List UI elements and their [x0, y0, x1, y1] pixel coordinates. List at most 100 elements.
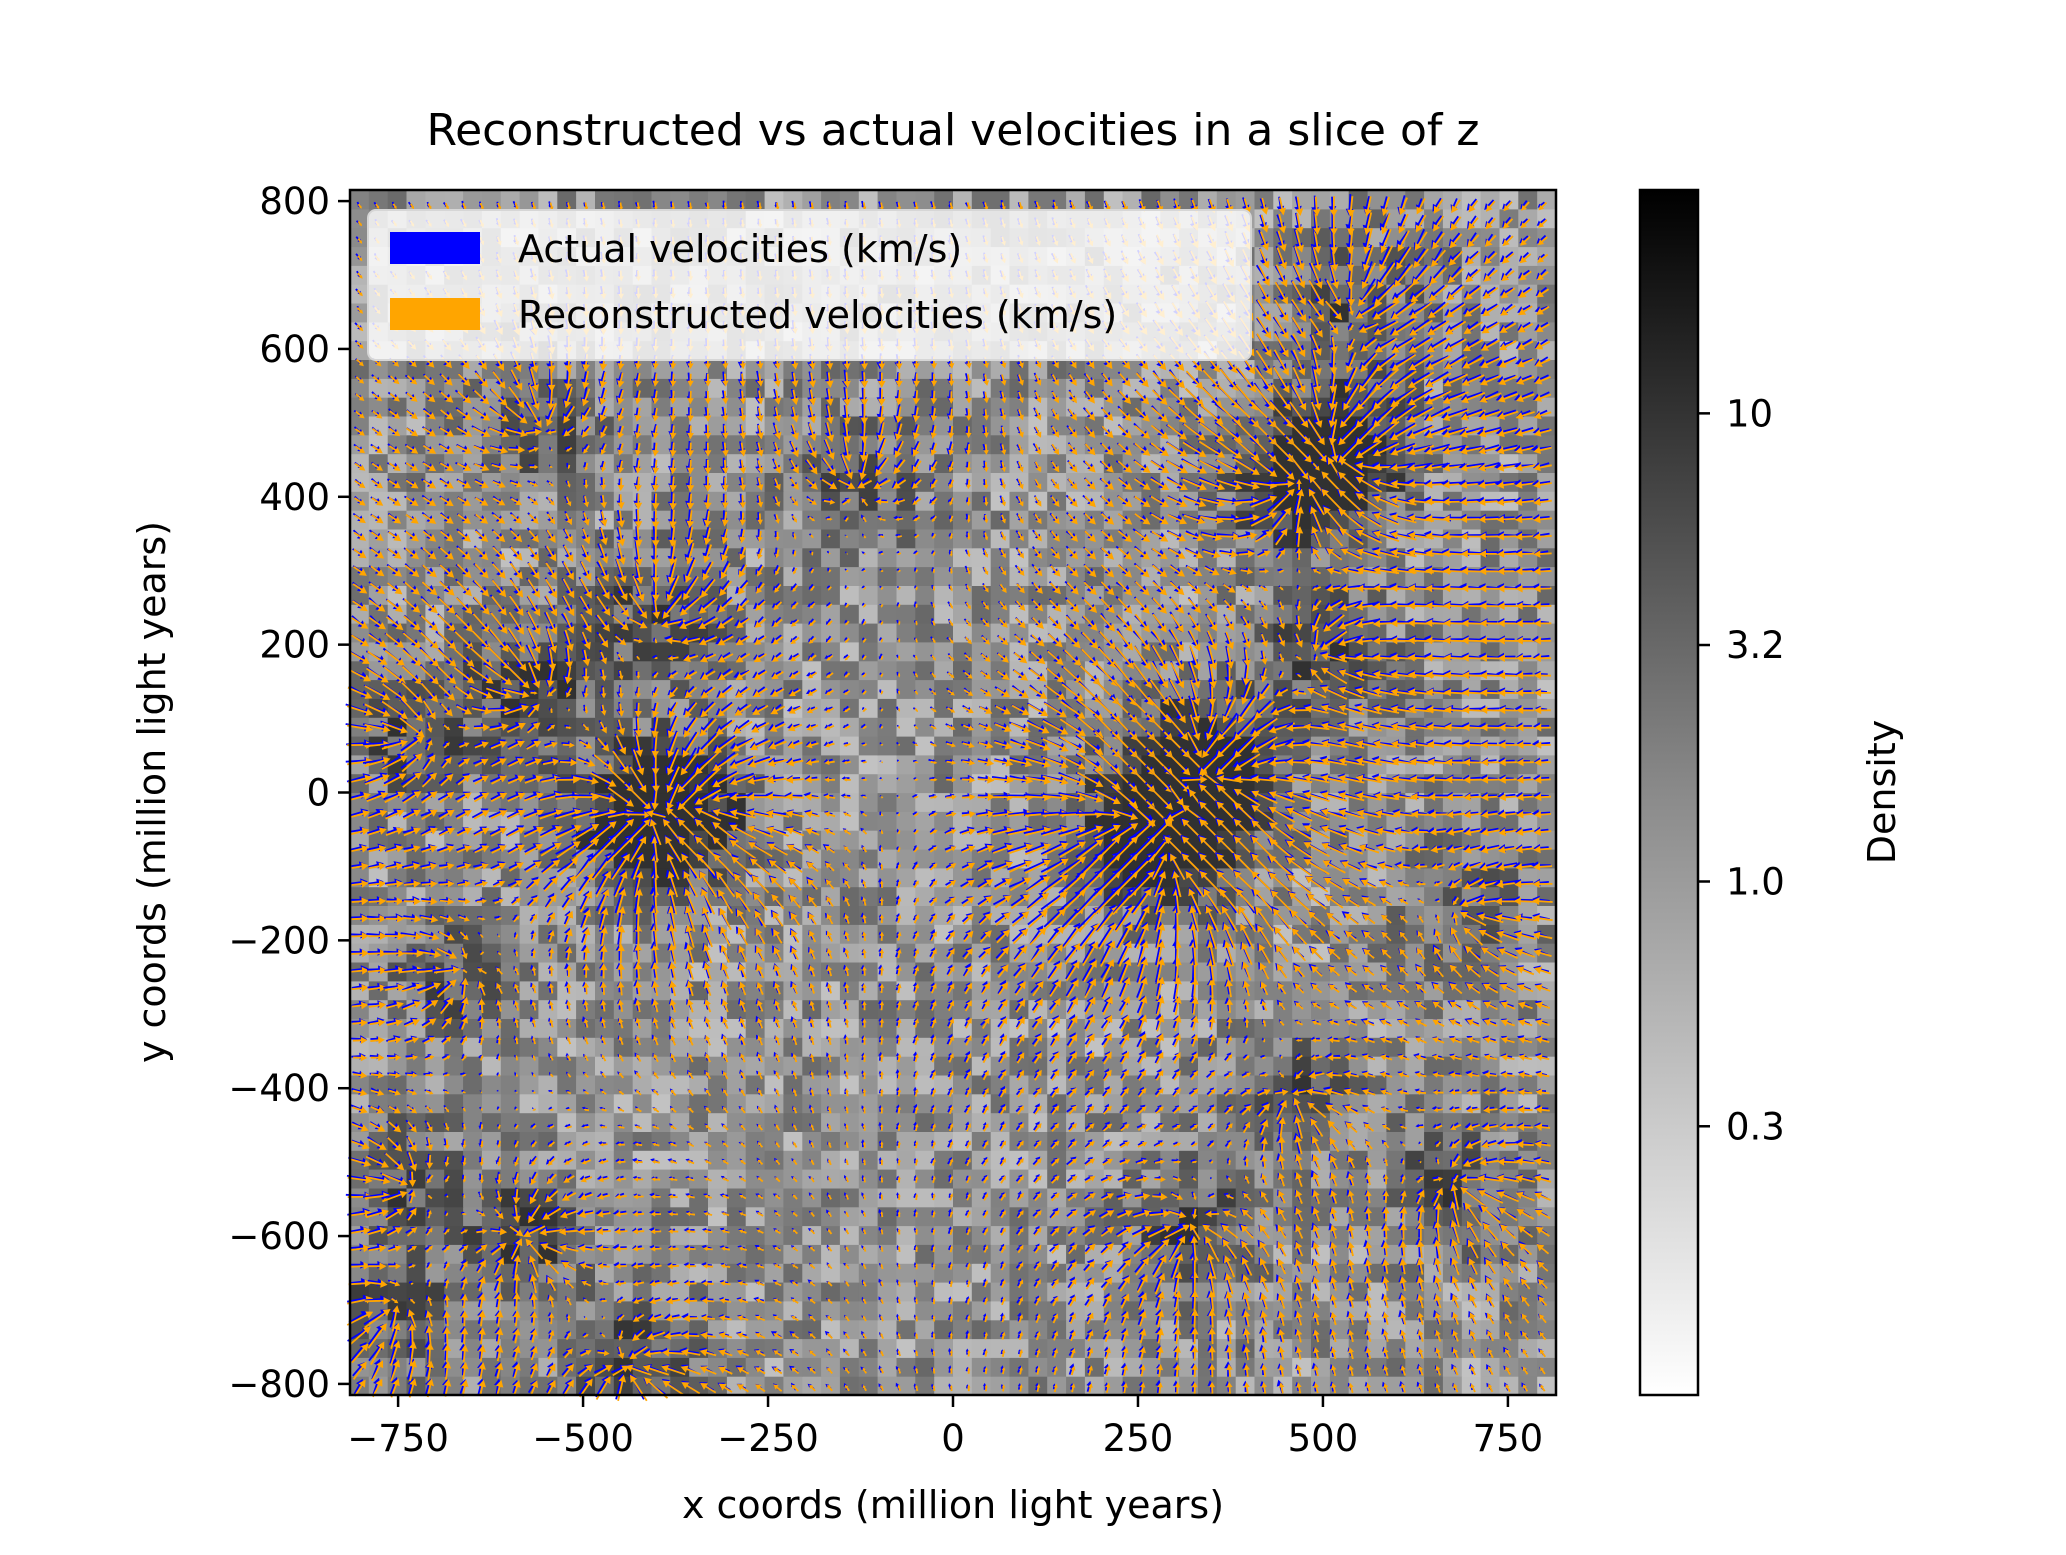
density-cell	[839, 943, 860, 963]
density-cell	[726, 1187, 747, 1208]
density-cell	[463, 1225, 483, 1245]
density-cell	[839, 924, 860, 944]
density-cell	[1009, 528, 1029, 549]
density-cell	[858, 1357, 879, 1377]
density-cell	[1367, 1150, 1387, 1170]
density-cell	[519, 1093, 539, 1114]
density-cell	[726, 1376, 747, 1396]
density-cell	[444, 886, 464, 906]
density-cell	[1084, 1150, 1105, 1170]
density-cell	[971, 1338, 992, 1358]
density-cell	[858, 1018, 879, 1038]
density-cell	[858, 566, 879, 586]
density-cell	[783, 1112, 803, 1132]
density-cell	[1122, 1338, 1142, 1358]
density-cell	[1160, 1376, 1180, 1396]
density-cell	[745, 190, 766, 210]
density-cell	[764, 1300, 784, 1321]
density-cell	[595, 1093, 615, 1114]
density-cell	[858, 1206, 879, 1227]
density-cell	[839, 1319, 860, 1340]
density-cell	[1198, 1187, 1218, 1208]
density-cell	[1198, 1131, 1218, 1151]
density-cell	[1216, 1244, 1237, 1264]
density-cell	[1160, 1187, 1180, 1208]
density-cell	[651, 1225, 671, 1245]
density-cell	[896, 528, 916, 549]
density-cell	[1424, 1357, 1444, 1377]
density-cell	[1292, 660, 1312, 681]
density-cell	[934, 1282, 954, 1302]
density-cell	[858, 604, 879, 624]
density-cell	[1047, 1338, 1067, 1358]
density-cell	[463, 1037, 483, 1057]
density-cell	[1367, 1338, 1387, 1358]
density-cell	[764, 1187, 784, 1208]
density-cell	[1518, 1150, 1538, 1170]
density-cell	[1367, 1376, 1387, 1396]
density-cell	[990, 1150, 1011, 1170]
density-cell	[576, 1131, 596, 1151]
density-cell	[538, 359, 558, 379]
density-cell	[425, 1169, 445, 1189]
density-cell	[406, 1037, 426, 1057]
density-cell	[1179, 1131, 1199, 1151]
density-cell	[877, 1282, 897, 1302]
density-cell	[444, 1150, 464, 1170]
density-cell	[821, 190, 841, 210]
density-cell	[651, 1169, 671, 1189]
density-cell	[350, 1037, 370, 1057]
density-cell	[670, 1263, 690, 1283]
density-cell	[368, 1300, 389, 1321]
density-cell	[557, 1074, 577, 1095]
density-cell	[708, 1150, 728, 1170]
density-cell	[1329, 1074, 1350, 1095]
density-cell	[708, 1263, 728, 1283]
density-cell	[1386, 1376, 1406, 1396]
density-cell	[651, 1263, 671, 1283]
density-cell	[783, 1338, 803, 1358]
density-cell	[1461, 1074, 1482, 1095]
density-cell	[406, 1074, 426, 1095]
density-cell	[726, 1282, 747, 1302]
density-cell	[1160, 1206, 1180, 1227]
density-cell	[1461, 1319, 1482, 1340]
density-cell	[839, 1037, 860, 1057]
density-cell	[745, 1131, 766, 1151]
density-cell	[1329, 303, 1350, 323]
density-cell	[463, 1074, 483, 1095]
density-cell	[1461, 1282, 1482, 1302]
density-cell	[953, 547, 973, 568]
density-cell	[463, 1112, 483, 1132]
density-cell	[538, 962, 558, 982]
density-cell	[839, 754, 860, 775]
density-cell	[934, 943, 954, 963]
density-cell	[519, 453, 539, 473]
density-cell	[1009, 1112, 1029, 1132]
density-cell	[896, 679, 916, 699]
density-cell	[915, 528, 935, 549]
density-cell	[425, 1093, 445, 1114]
density-cell	[557, 1093, 577, 1114]
density-cell	[1442, 1131, 1463, 1151]
density-cell	[858, 962, 879, 982]
density-cell	[821, 1056, 841, 1076]
density-cell	[350, 340, 370, 360]
density-cell	[1198, 1169, 1218, 1189]
density-cell	[632, 1056, 653, 1076]
density-cell	[821, 660, 841, 681]
density-cell	[858, 1037, 879, 1057]
density-cell	[1480, 1300, 1500, 1321]
density-cell	[387, 190, 408, 210]
density-cell	[783, 1187, 803, 1208]
density-cell	[1122, 1169, 1142, 1189]
density-cell	[858, 1093, 879, 1114]
density-cell	[1537, 1131, 1557, 1151]
density-cell	[839, 1150, 860, 1170]
density-cell	[877, 1300, 897, 1321]
density-cell	[1141, 1338, 1161, 1358]
density-cell	[971, 566, 992, 586]
density-cell	[1198, 1300, 1218, 1321]
density-cell	[1348, 1206, 1369, 1227]
density-cell	[934, 491, 954, 511]
